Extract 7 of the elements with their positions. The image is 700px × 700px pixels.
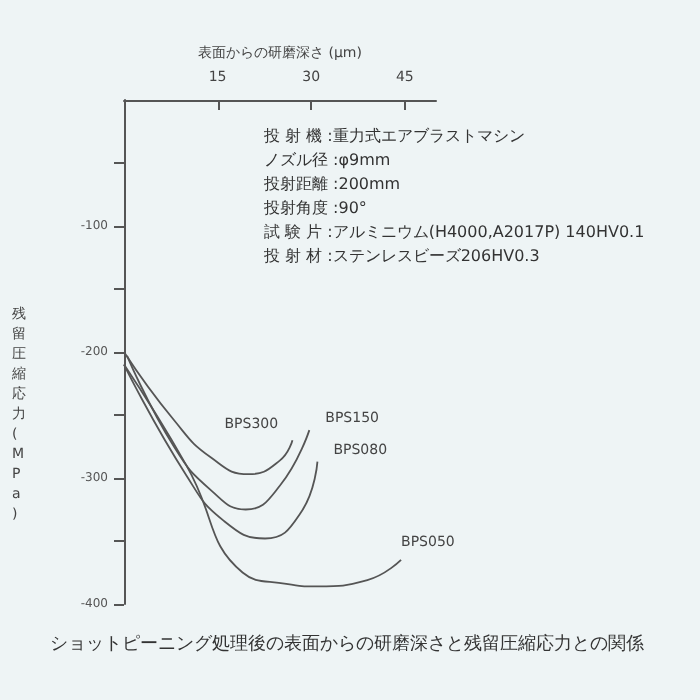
text: ショットピーニング処理後の表面からの研磨深さと残留圧縮応力との関係 [50,633,644,655]
annotation: 投 射 機 :重力式エアブラストマシン [262,127,525,145]
annotation: 投射角度 :90° [262,199,367,217]
annotation: ノズル径 :φ9mm [264,151,391,169]
annotation: 投 射 材 :ステンレスビーズ206HV0.3 [262,247,540,265]
annotation: 投射距離 :200mm [262,175,401,193]
annotation: 試 験 片 :アルミニウム(H4000,A2017P) 140HV0.1 [264,223,645,241]
